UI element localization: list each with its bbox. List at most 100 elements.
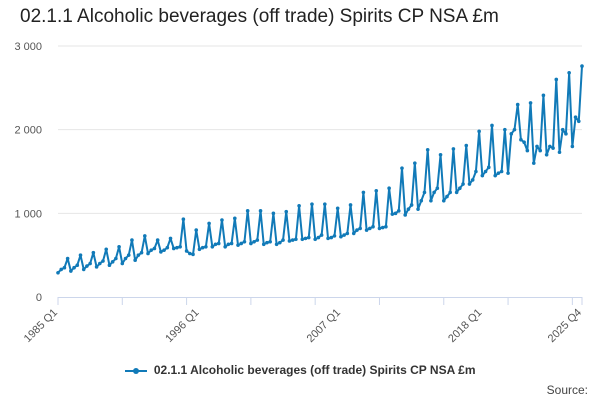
data-point[interactable] bbox=[548, 144, 552, 149]
data-point[interactable] bbox=[464, 143, 469, 148]
data-point[interactable] bbox=[483, 169, 488, 174]
data-point[interactable] bbox=[413, 161, 417, 165]
data-point[interactable] bbox=[120, 261, 125, 266]
data-point[interactable] bbox=[194, 228, 199, 232]
data-point[interactable] bbox=[155, 238, 160, 242]
data-point[interactable] bbox=[454, 190, 459, 195]
data-point[interactable] bbox=[271, 211, 276, 216]
data-point[interactable] bbox=[390, 212, 395, 216]
data-point[interactable] bbox=[290, 238, 295, 242]
data-point[interactable] bbox=[226, 242, 231, 247]
data-point[interactable] bbox=[188, 251, 192, 256]
data-point[interactable] bbox=[380, 225, 385, 230]
data-point[interactable] bbox=[570, 144, 575, 149]
data-point[interactable] bbox=[451, 147, 456, 151]
data-point[interactable] bbox=[409, 203, 414, 207]
data-point[interactable] bbox=[448, 190, 453, 195]
data-point[interactable] bbox=[551, 146, 555, 150]
data-point[interactable] bbox=[107, 263, 112, 268]
data-point[interactable] bbox=[486, 165, 491, 170]
data-point[interactable] bbox=[175, 245, 179, 250]
data-point[interactable] bbox=[242, 239, 247, 244]
data-point[interactable] bbox=[316, 235, 321, 240]
legend[interactable]: 02.1.1 Alcoholic beverages (off trade) S… bbox=[0, 363, 600, 377]
data-point[interactable] bbox=[281, 238, 285, 242]
data-point[interactable] bbox=[101, 259, 105, 263]
data-point[interactable] bbox=[162, 248, 166, 252]
data-point[interactable] bbox=[117, 245, 121, 249]
data-point[interactable] bbox=[133, 258, 137, 262]
data-point[interactable] bbox=[287, 239, 292, 243]
data-point[interactable] bbox=[351, 231, 356, 236]
data-point[interactable] bbox=[303, 236, 308, 241]
data-point[interactable] bbox=[538, 148, 543, 153]
data-point[interactable] bbox=[149, 248, 154, 252]
series-line[interactable] bbox=[57, 66, 583, 274]
data-point[interactable] bbox=[56, 270, 60, 275]
data-point[interactable] bbox=[91, 250, 96, 255]
data-point[interactable] bbox=[239, 241, 244, 246]
data-point[interactable] bbox=[130, 238, 134, 242]
data-point[interactable] bbox=[178, 245, 182, 249]
data-point[interactable] bbox=[358, 226, 362, 231]
data-point[interactable] bbox=[429, 198, 433, 203]
data-point[interactable] bbox=[461, 182, 465, 186]
data-point[interactable] bbox=[297, 204, 301, 208]
data-point[interactable] bbox=[438, 152, 443, 157]
data-point[interactable] bbox=[499, 169, 504, 174]
data-point[interactable] bbox=[197, 247, 202, 252]
data-point[interactable] bbox=[110, 260, 115, 264]
data-point[interactable] bbox=[233, 216, 237, 221]
data-point[interactable] bbox=[419, 198, 424, 203]
data-point[interactable] bbox=[525, 148, 530, 153]
data-point[interactable] bbox=[441, 198, 446, 203]
data-point[interactable] bbox=[374, 188, 379, 193]
data-point[interactable] bbox=[384, 224, 388, 229]
data-point[interactable] bbox=[364, 228, 369, 232]
data-point[interactable] bbox=[377, 226, 382, 231]
data-point[interactable] bbox=[531, 161, 536, 165]
data-point[interactable] bbox=[97, 261, 102, 266]
data-point[interactable] bbox=[368, 226, 372, 231]
data-point[interactable] bbox=[72, 265, 76, 270]
data-point[interactable] bbox=[541, 93, 546, 98]
data-point[interactable] bbox=[503, 127, 507, 132]
data-point[interactable] bbox=[496, 171, 501, 175]
data-point[interactable] bbox=[62, 265, 67, 270]
data-point[interactable] bbox=[522, 140, 526, 145]
data-point[interactable] bbox=[323, 202, 327, 206]
data-point[interactable] bbox=[207, 221, 211, 226]
data-point[interactable] bbox=[396, 209, 401, 213]
data-point[interactable] bbox=[477, 129, 481, 134]
data-point[interactable] bbox=[181, 217, 186, 221]
data-point[interactable] bbox=[580, 64, 584, 68]
data-point[interactable] bbox=[268, 239, 272, 244]
data-point[interactable] bbox=[387, 186, 391, 191]
data-point[interactable] bbox=[493, 173, 498, 178]
data-point[interactable] bbox=[165, 245, 170, 250]
data-point[interactable] bbox=[515, 102, 520, 107]
data-point[interactable] bbox=[123, 256, 128, 261]
data-point[interactable] bbox=[345, 231, 350, 236]
data-point[interactable] bbox=[59, 267, 64, 272]
data-point[interactable] bbox=[335, 206, 340, 211]
data-point[interactable] bbox=[249, 241, 253, 246]
data-point[interactable] bbox=[94, 265, 99, 269]
data-point[interactable] bbox=[332, 234, 337, 238]
data-point[interactable] bbox=[567, 70, 571, 75]
data-point[interactable] bbox=[143, 234, 147, 238]
data-point[interactable] bbox=[512, 127, 517, 132]
data-point[interactable] bbox=[126, 253, 131, 257]
data-point[interactable] bbox=[326, 236, 330, 241]
data-point[interactable] bbox=[432, 190, 436, 195]
data-point[interactable] bbox=[416, 207, 420, 211]
data-point[interactable] bbox=[393, 211, 398, 216]
data-point[interactable] bbox=[159, 250, 163, 254]
data-point[interactable] bbox=[348, 203, 353, 207]
data-point[interactable] bbox=[435, 186, 440, 191]
data-point[interactable] bbox=[528, 101, 533, 105]
data-point[interactable] bbox=[294, 237, 298, 242]
data-point[interactable] bbox=[146, 251, 150, 256]
data-point[interactable] bbox=[535, 144, 539, 149]
data-point[interactable] bbox=[252, 239, 256, 244]
